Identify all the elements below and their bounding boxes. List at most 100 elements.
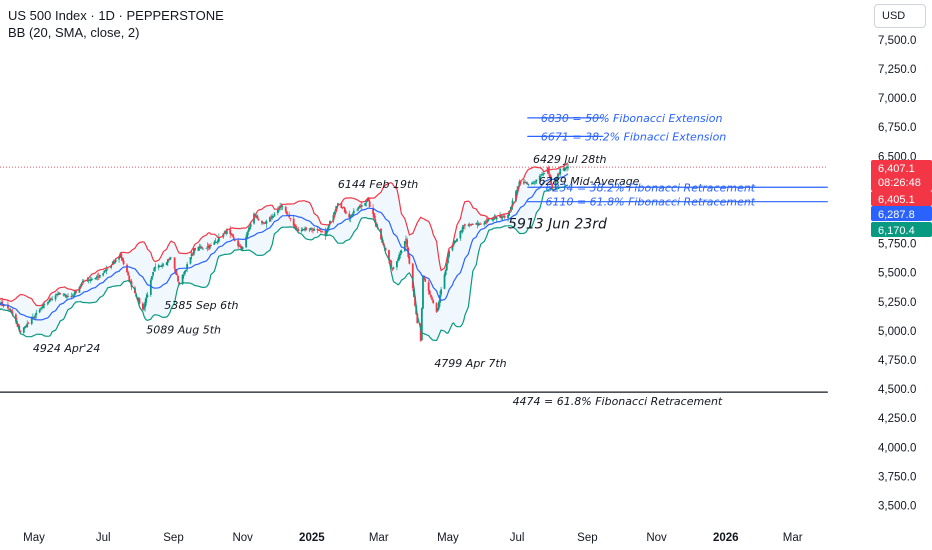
candle-body (232, 236, 235, 239)
candle-body (430, 294, 432, 298)
annotation-label: 4799 Apr 7th (434, 357, 506, 370)
annotation-label: 6830 = 50% Fibonacci Extension (541, 112, 723, 125)
candle-body (256, 215, 259, 219)
candle-body (557, 174, 559, 178)
candle-body (105, 269, 108, 272)
candle-body (128, 276, 131, 282)
y-tick-label: 5,000.0 (878, 326, 916, 338)
candle-body (197, 246, 200, 251)
candle-body (231, 234, 234, 237)
candles-group (0, 163, 570, 342)
candle-body (523, 181, 525, 184)
candle-body (286, 211, 288, 215)
candle-body (122, 260, 125, 265)
candle-body (367, 198, 370, 201)
candle-body (317, 230, 320, 231)
candle-body (343, 207, 346, 212)
candle-body (391, 268, 394, 270)
candle-body (524, 182, 526, 184)
candle-body (295, 225, 297, 231)
currency-button[interactable]: USD (874, 4, 926, 28)
candle-body (451, 245, 454, 251)
price-label-bg (871, 160, 932, 191)
candle-body (223, 231, 226, 233)
candle-body (273, 213, 276, 217)
y-tick-label: 5,500.0 (878, 268, 916, 280)
candle-body (567, 166, 570, 168)
candle-body (113, 262, 116, 263)
symbol-title: US 500 Index · 1D · PEPPERSTONE (8, 8, 224, 23)
candle-body (447, 256, 449, 264)
candle-body (324, 231, 327, 236)
x-tick-label: Jul (96, 532, 111, 544)
candle-body (437, 302, 440, 309)
candle-body (160, 266, 162, 268)
candle-body (468, 224, 471, 226)
candle-body (210, 245, 212, 246)
candle-body (216, 240, 219, 242)
candle-body (467, 224, 470, 226)
candle-body (564, 167, 567, 169)
candle-body (527, 184, 530, 185)
candle-body (73, 291, 76, 295)
candle-body (182, 274, 185, 276)
candle-body (9, 309, 12, 311)
x-tick-label: Sep (577, 532, 597, 544)
candle-body (316, 228, 319, 231)
candle-body (491, 219, 494, 221)
candle-body (436, 308, 439, 312)
price-label: 6,407.1 08:26:48 (871, 160, 932, 191)
annotation-label: 4474 = 61.8% Fibonacci Retracement (513, 395, 723, 408)
candle-body (563, 167, 566, 172)
candle-body (42, 305, 44, 309)
candle-body (359, 205, 362, 207)
candle-body (152, 271, 154, 276)
candle-body (145, 297, 148, 303)
x-tick-label: 2026 (713, 532, 739, 544)
candle-body (541, 173, 543, 175)
candle-body (566, 166, 568, 169)
candle-body (143, 307, 145, 310)
candle-body (374, 219, 377, 224)
candle-body (301, 228, 304, 230)
candle-body (189, 257, 192, 264)
candle-body (476, 223, 479, 226)
x-tick-label: Mar (783, 532, 803, 544)
candle-body (333, 211, 336, 215)
candle-body (10, 309, 13, 312)
candle-body (245, 237, 247, 248)
candle-body (422, 276, 424, 309)
candle-body (261, 220, 263, 224)
annotation-label: 5089 Aug 5th (146, 323, 221, 336)
candle-body (239, 245, 242, 247)
candle-body (405, 239, 407, 241)
candle-body (207, 245, 210, 248)
candle-body (158, 265, 161, 267)
candle-body (297, 229, 300, 232)
price-label-value: 6,407.1 (878, 163, 915, 175)
candle-body (161, 264, 164, 267)
candle-body (526, 182, 529, 185)
candle-body (8, 308, 10, 310)
candle-body (22, 327, 25, 333)
candle-body (215, 242, 218, 243)
candle-body (460, 231, 463, 232)
candle-body (358, 206, 361, 208)
candle-body (423, 276, 426, 280)
candle-body (149, 279, 152, 295)
candle-body (427, 282, 430, 292)
candle-body (334, 209, 337, 212)
candle-body (88, 279, 91, 281)
candle-body (559, 168, 562, 175)
candle-body (170, 257, 173, 259)
indicator-legend[interactable]: BB (20, SMA, close, 2) (8, 25, 140, 40)
x-tick-label: Sep (163, 532, 183, 544)
price-label: 6,405.1 (871, 191, 932, 206)
candle-body (64, 294, 67, 298)
candle-body (199, 247, 202, 249)
y-tick-label: 5,250.0 (878, 297, 916, 309)
candle-body (146, 294, 149, 298)
candle-body (186, 264, 189, 270)
candle-body (411, 263, 414, 289)
